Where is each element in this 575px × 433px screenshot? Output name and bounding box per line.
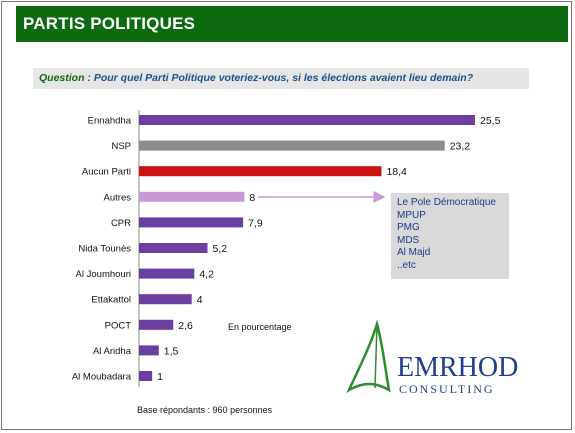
logo-name: EMRHOD <box>397 352 518 383</box>
category-label: Ettakattol <box>91 295 131 306</box>
category-label: Al Joumhouri <box>76 269 131 280</box>
question-text: Pour quel Parti Politique voteriez-vous,… <box>93 72 474 84</box>
logo-subtitle: CONSULTING <box>399 382 495 396</box>
category-label: POCT <box>105 320 132 331</box>
bar <box>139 140 445 151</box>
bar-value-label: 1,5 <box>164 345 179 357</box>
bar-value-label: 4,2 <box>199 269 214 281</box>
bar <box>139 166 382 177</box>
others-list: Le Pole Démocratique MPUP PMG MDS Al Maj… <box>397 197 496 272</box>
others-item: PMG <box>397 222 420 233</box>
category-label: CPR <box>111 218 131 229</box>
bar-value-label: 23,2 <box>450 141 471 153</box>
header-band <box>16 6 568 42</box>
category-label: NSP <box>111 141 131 152</box>
bar <box>139 345 159 356</box>
emrhod-logo: EMRHOD CONSULTING <box>346 320 518 396</box>
others-item: MPUP <box>397 209 426 221</box>
bar-value-label: 2,6 <box>178 320 193 332</box>
bar <box>139 243 208 253</box>
base-note: Base répondants : 960 personnes <box>137 405 273 415</box>
bar-value-label: 1 <box>157 371 163 383</box>
question: Question : Pour quel Parti Politique vot… <box>39 72 473 84</box>
bar <box>139 191 245 202</box>
bar-value-label: 8 <box>249 192 255 204</box>
bar-value-label: 4 <box>197 294 203 306</box>
unit-note: En pourcentage <box>228 322 292 332</box>
category-label: Ennahdha <box>88 116 132 127</box>
others-item: ..etc <box>397 259 416 271</box>
bar <box>139 115 475 125</box>
bar <box>139 294 192 305</box>
question-label: Question : <box>39 72 91 84</box>
bar <box>139 319 174 330</box>
others-item: MDS <box>397 234 420 246</box>
bar <box>139 371 153 381</box>
others-item: Al Majd <box>397 247 431 258</box>
others-item: Le Pole Démocratique <box>397 197 496 208</box>
others-box <box>391 193 509 279</box>
category-label: Autres <box>104 192 132 203</box>
bar-value-label: 5,2 <box>213 243 228 255</box>
category-label: Al Moubadara <box>72 372 132 383</box>
bar-value-label: 7,9 <box>248 217 263 229</box>
category-label: Aucun Parti <box>82 167 131 178</box>
page-title: PARTIS POLITIQUES <box>23 14 196 33</box>
question-box <box>33 68 529 89</box>
bar <box>139 217 244 228</box>
logo-leaf-icon <box>346 320 391 394</box>
bar-value-label: 25,5 <box>480 115 501 127</box>
category-label: Al Aridha <box>93 346 132 357</box>
category-label: Nida Tounès <box>78 244 131 255</box>
bar-value-label: 18,4 <box>386 166 407 178</box>
bar <box>139 268 195 279</box>
